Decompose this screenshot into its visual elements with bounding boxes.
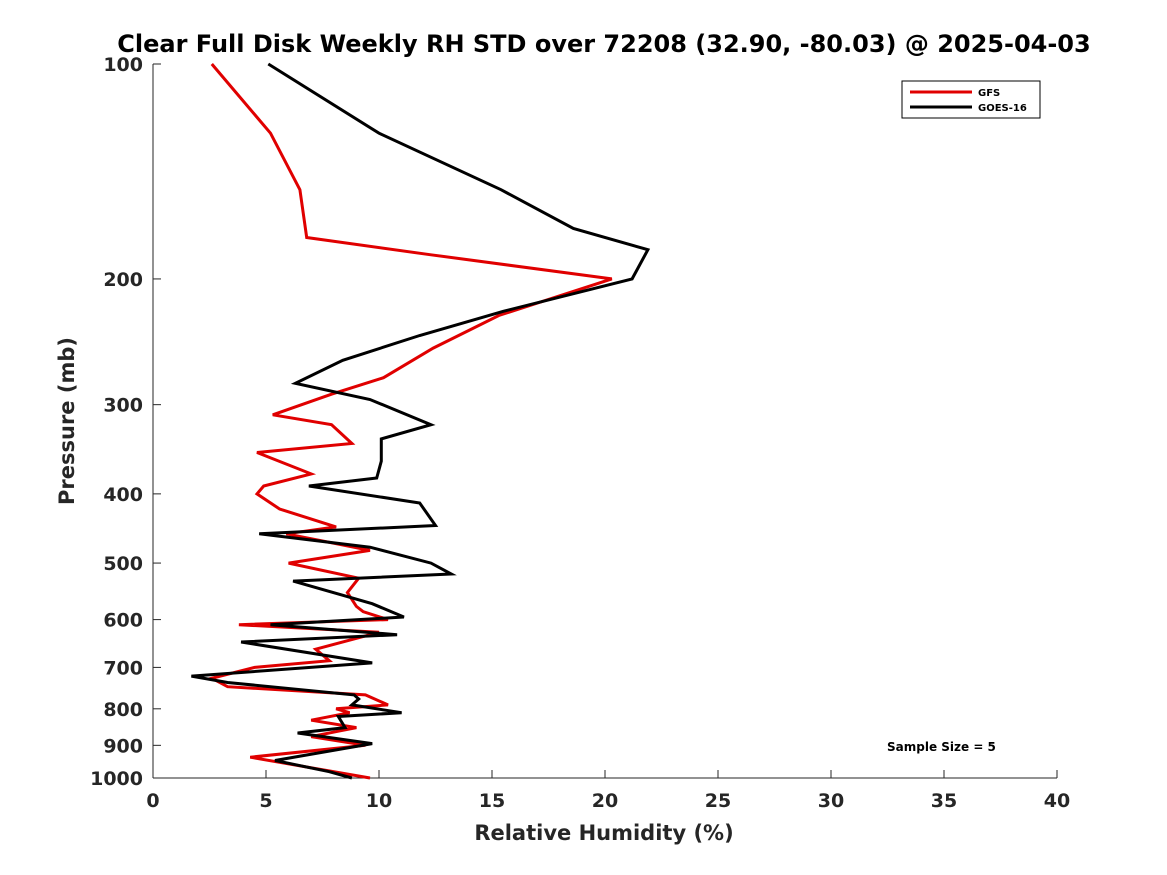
legend: GFS GOES-16 [901,80,1041,119]
x-tick-label: 35 [931,790,957,812]
x-tick-label: 10 [366,790,392,812]
y-tick-label: 900 [103,735,143,757]
y-tick-label: 200 [103,269,143,291]
y-tick-label: 100 [103,54,143,76]
plot-axes [152,63,1058,779]
x-tick-label: 0 [146,790,159,812]
series-line-goes16 [191,62,651,780]
x-tick-label: 40 [1044,790,1070,812]
y-tick-label: 400 [103,484,143,506]
y-axis-label: Pressure (mb) [55,337,79,505]
legend-label-gfs: GFS [978,88,1000,99]
chart-title: Clear Full Disk Weekly RH STD over 72208… [117,30,1090,58]
legend-box [901,80,1041,119]
legend-label-goes16: GOES-16 [978,103,1027,114]
y-tick-labels: 100 200 300 400 500 600 700 800 900 1000 [90,54,143,790]
y-tick-label: 600 [103,610,143,632]
x-tick-label: 20 [592,790,618,812]
x-tick-label: 25 [705,790,731,812]
y-tick-label: 1000 [90,768,143,790]
x-tick-label: 5 [259,790,272,812]
x-tick-label: 30 [818,790,844,812]
y-tick-label: 500 [103,553,143,575]
series-lines [191,62,651,780]
x-tick-label: 15 [479,790,505,812]
sample-size-annotation: Sample Size = 5 [887,740,996,754]
x-tick-labels: 0 5 10 15 20 25 30 35 40 [146,790,1070,812]
y-tick-label: 800 [103,699,143,721]
x-axis-label: Relative Humidity (%) [474,821,733,845]
y-tick-label: 300 [103,395,143,417]
y-tick-label: 700 [103,657,143,679]
